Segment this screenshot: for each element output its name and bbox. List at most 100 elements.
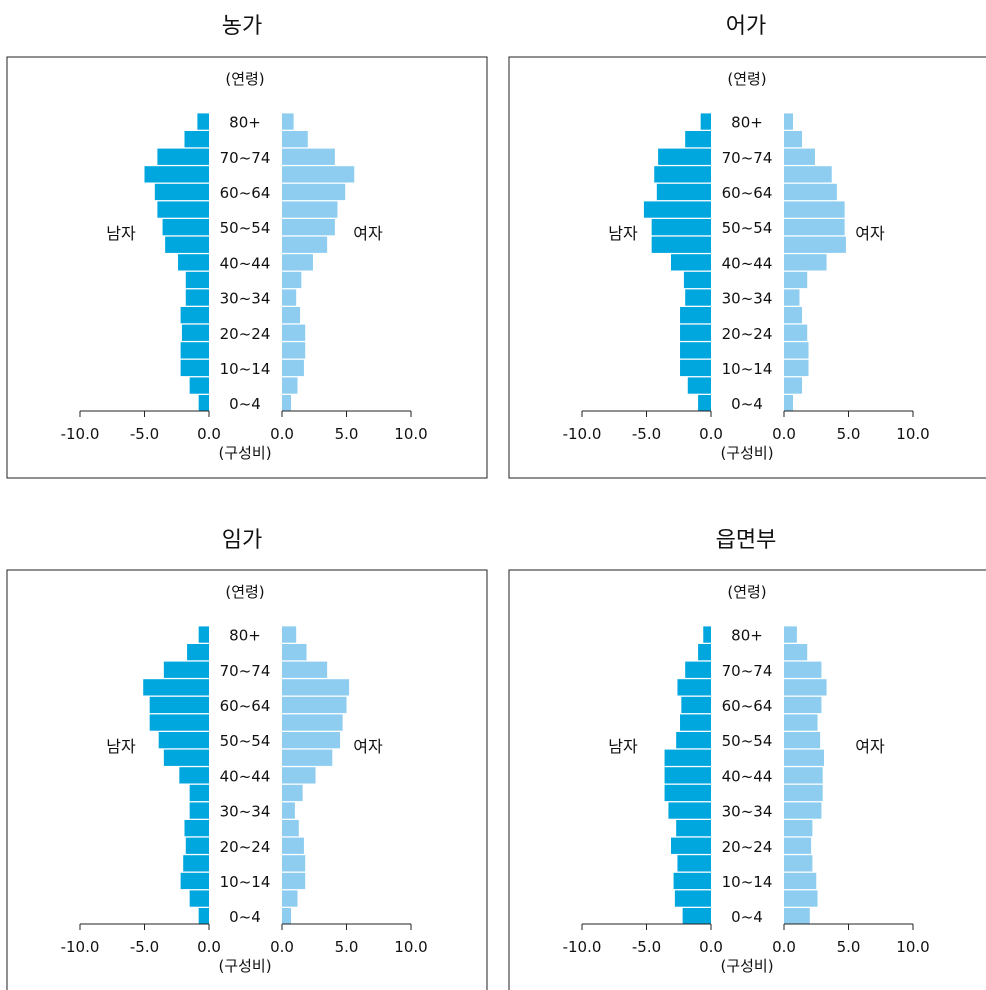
x-tick-label: -5.0 <box>632 425 661 443</box>
age-tick-label: 20~24 <box>220 325 271 343</box>
female-series-label: 여자 <box>855 737 885 756</box>
age-tick-label: 70~74 <box>722 149 773 167</box>
x-tick-label: -5.0 <box>130 938 159 956</box>
chart-panel-3: 0~4 10~14 20~24 30~34 40~44 50~54 60~64 70~74 80… <box>508 569 986 990</box>
age-tick-label: 10~14 <box>220 360 271 378</box>
age-tick-label: 80+ <box>731 627 763 645</box>
female-bar-0~4 <box>784 395 794 412</box>
female-bar-5~9 <box>784 890 818 907</box>
male-bar-65~69 <box>677 679 711 696</box>
male-bar-55~59 <box>149 714 209 731</box>
female-series-label: 여자 <box>353 224 383 243</box>
male-bar-50~54 <box>162 219 209 236</box>
age-tick-label: 60~64 <box>220 697 271 715</box>
age-tick-label: 40~44 <box>220 254 271 272</box>
male-bar-60~64 <box>149 696 209 714</box>
female-bar-75~79 <box>282 644 307 661</box>
female-bar-45~49 <box>784 236 846 253</box>
male-bar-10~14 <box>180 872 209 890</box>
male-bar-25~29 <box>180 307 209 324</box>
female-bar-50~54 <box>282 219 335 236</box>
male-bar-40~44 <box>671 254 711 271</box>
female-bar-45~49 <box>784 749 824 766</box>
female-bar-5~9 <box>282 890 298 907</box>
male-bar-70~74 <box>685 661 711 678</box>
female-bar-75~79 <box>282 131 308 148</box>
age-tick-label: 70~74 <box>722 662 773 680</box>
female-bar-35~39 <box>282 271 302 289</box>
x-tick-label: -10.0 <box>563 938 602 956</box>
x-axis-label: (구성비) <box>720 444 773 462</box>
male-bar-70~74 <box>658 148 711 165</box>
age-tick-label: 0~4 <box>229 908 261 926</box>
male-bar-30~34 <box>668 802 711 819</box>
female-bar-35~39 <box>784 784 823 802</box>
male-bar-45~49 <box>165 236 209 253</box>
male-bar-35~39 <box>683 271 711 289</box>
male-bar-10~14 <box>180 359 209 377</box>
x-tick-label: 0.0 <box>772 938 796 956</box>
female-bar-0~4 <box>282 395 292 412</box>
male-bar-10~14 <box>680 359 711 377</box>
panel-title-1: 어가 <box>725 14 767 39</box>
age-tick-label: 50~54 <box>722 219 773 237</box>
female-bar-55~59 <box>784 201 845 218</box>
x-tick-label: -5.0 <box>130 425 159 443</box>
age-tick-label: 70~74 <box>220 662 271 680</box>
x-tick-label: 10.0 <box>394 938 427 956</box>
female-bar-20~24 <box>784 837 812 854</box>
male-bar-0~4 <box>198 395 209 412</box>
female-bar-50~54 <box>784 219 845 236</box>
male-bar-80+ <box>198 626 209 643</box>
x-tick-label: 0.0 <box>197 425 221 443</box>
female-bar-35~39 <box>784 271 808 289</box>
male-bar-15~19 <box>680 342 711 359</box>
age-tick-label: 70~74 <box>220 149 271 167</box>
female-bar-15~19 <box>784 342 809 359</box>
female-bar-70~74 <box>282 661 328 678</box>
x-tick-label: -10.0 <box>61 938 100 956</box>
panel-title-2: 임가 <box>221 528 263 553</box>
x-tick-label: -5.0 <box>632 938 661 956</box>
female-bar-45~49 <box>282 236 328 253</box>
age-tick-label: 20~24 <box>722 838 773 856</box>
male-bar-5~9 <box>189 377 209 394</box>
male-bar-40~44 <box>664 767 711 784</box>
age-tick-label: 60~64 <box>220 184 271 202</box>
male-bar-70~74 <box>157 148 209 165</box>
female-bar-80+ <box>282 113 294 130</box>
age-tick-label: 80+ <box>229 627 261 645</box>
age-tick-label: 30~34 <box>220 290 271 308</box>
x-tick-label: 0.0 <box>699 425 723 443</box>
female-bar-70~74 <box>784 148 815 165</box>
male-bar-15~19 <box>180 342 209 359</box>
male-bar-60~64 <box>681 696 711 714</box>
x-tick-label: 0.0 <box>270 425 294 443</box>
age-axis-label: (연령) <box>225 70 264 88</box>
female-bar-15~19 <box>784 855 813 872</box>
male-bar-35~39 <box>185 271 209 289</box>
female-bar-25~29 <box>784 307 803 324</box>
female-bar-40~44 <box>784 767 823 784</box>
female-bar-10~14 <box>784 359 809 377</box>
male-bar-30~34 <box>185 289 209 306</box>
male-bar-60~64 <box>154 183 209 201</box>
x-axis-label: (구성비) <box>720 957 773 975</box>
male-bar-40~44 <box>179 767 209 784</box>
female-bar-25~29 <box>282 307 301 324</box>
female-bar-30~34 <box>282 289 297 306</box>
female-bar-70~74 <box>784 661 822 678</box>
male-bar-80+ <box>703 626 711 643</box>
age-tick-label: 80+ <box>229 114 261 132</box>
male-bar-75~79 <box>184 131 209 148</box>
male-bar-15~19 <box>677 855 711 872</box>
male-bar-75~79 <box>685 131 711 148</box>
age-tick-label: 60~64 <box>722 184 773 202</box>
age-tick-label: 30~34 <box>722 290 773 308</box>
male-bar-75~79 <box>698 644 711 661</box>
male-bar-55~59 <box>643 201 711 218</box>
age-tick-label: 10~14 <box>722 360 773 378</box>
male-bar-25~29 <box>676 820 711 837</box>
male-bar-55~59 <box>157 201 209 218</box>
male-bar-15~19 <box>183 855 209 872</box>
